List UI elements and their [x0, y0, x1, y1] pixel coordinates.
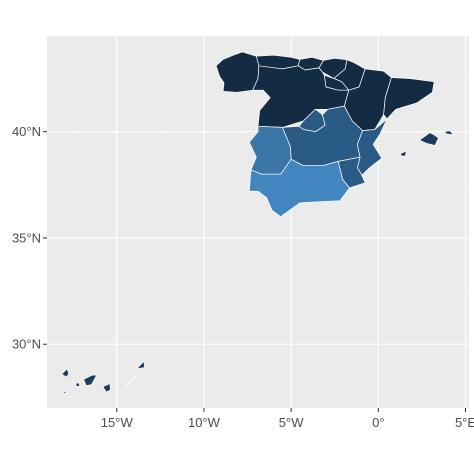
y-tick-label: 30°N	[12, 337, 41, 352]
region-shape-canarias	[125, 372, 138, 388]
x-tick-label: 10°W	[188, 415, 221, 430]
region-comunidad-valenciana	[357, 118, 388, 176]
region-shape-islas-baleares	[418, 132, 439, 146]
region-shape-comunidad-valenciana	[357, 118, 388, 176]
region-islas-baleares	[399, 130, 454, 157]
region-shape-andalucia	[248, 158, 350, 218]
region-andalucia	[248, 158, 350, 218]
x-tick-label: 15°W	[101, 415, 134, 430]
region-shape-canarias	[83, 374, 98, 387]
x-tick-label: 5°W	[279, 415, 304, 430]
region-shape-cataluna	[383, 77, 435, 120]
region-canarias	[61, 360, 146, 395]
y-tick-label: 35°N	[12, 230, 41, 245]
x-tick-label: 5°E	[455, 415, 474, 430]
regions-layer	[61, 51, 454, 395]
region-shape-canarias	[62, 390, 67, 395]
region-shape-canarias	[61, 368, 70, 378]
region-shape-islas-baleares	[444, 130, 454, 136]
region-shape-canarias	[136, 360, 146, 370]
region-cataluna	[383, 77, 435, 120]
region-shape-canarias	[75, 382, 81, 388]
region-shape-canarias	[102, 383, 111, 393]
y-tick-label: 40°N	[12, 124, 41, 139]
x-axis: 15°W 10°W 5°W 0° 5°E	[101, 408, 474, 430]
y-axis: 30°N 35°N 40°N	[12, 124, 47, 352]
x-tick-label: 0°	[372, 415, 384, 430]
region-shape-islas-baleares	[399, 150, 407, 157]
